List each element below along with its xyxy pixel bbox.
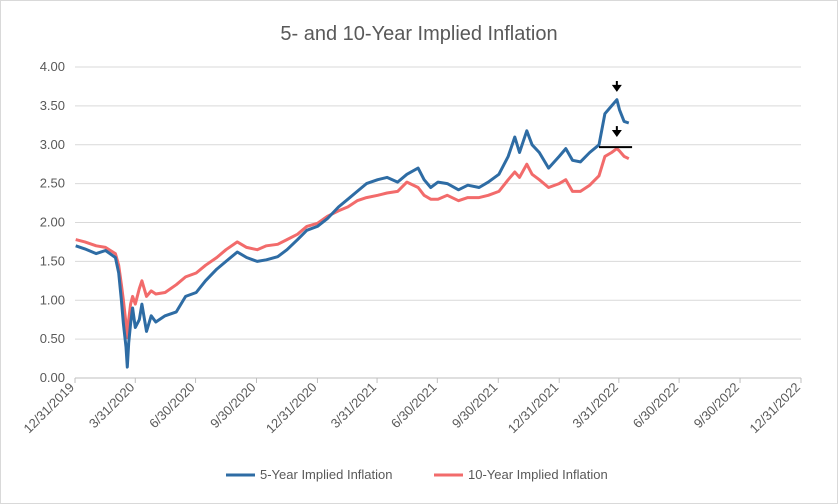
series-lines [75, 98, 630, 369]
y-tick-label: 1.50 [40, 253, 65, 268]
chart-title: 5- and 10-Year Implied Inflation [280, 23, 557, 45]
x-tick-label: 12/31/2019 [20, 380, 77, 437]
x-tick-label: 3/31/2020 [86, 380, 138, 432]
x-tick-label: 12/31/2022 [746, 380, 803, 437]
x-tick-label: 3/31/2022 [569, 380, 621, 432]
x-tick-label: 12/31/2020 [263, 380, 320, 437]
y-tick-label: 0.00 [40, 370, 65, 385]
y-tick-label: 1.00 [40, 292, 65, 307]
x-tick-label: 6/30/2022 [630, 380, 682, 432]
y-tick-label: 3.50 [40, 98, 65, 113]
legend-label-5-year: 5-Year Implied Inflation [260, 467, 393, 482]
y-tick-label: 2.00 [40, 215, 65, 230]
x-tick-label: 9/30/2022 [691, 380, 743, 432]
y-tick-label: 3.00 [40, 137, 65, 152]
x-tick-label: 9/30/2020 [207, 380, 259, 432]
y-axis-ticks: 0.00 0.50 1.00 1.50 2.00 2.50 3.00 3.50 4.00 [40, 59, 65, 385]
y-tick-label: 0.50 [40, 331, 65, 346]
x-tick-label: 6/30/2020 [146, 380, 198, 432]
annotation-arrow-head [611, 129, 622, 137]
y-tick-label: 2.50 [40, 176, 65, 191]
legend-label-10-year: 10-Year Implied Inflation [468, 467, 608, 482]
annotation-arrow-head [611, 84, 622, 92]
x-axis: 12/31/2019 3/31/2020 6/30/2020 9/30/2020 12/… [20, 377, 803, 437]
x-tick-label: 3/31/2021 [328, 380, 380, 432]
x-tick-label: 12/31/2021 [505, 380, 562, 437]
annotations [598, 80, 633, 149]
x-tick-label: 9/30/2021 [449, 380, 501, 432]
y-tick-label: 4.00 [40, 59, 65, 74]
series-line-5-year [75, 98, 630, 369]
series-line-10-year [75, 147, 630, 340]
x-tick-label: 6/30/2021 [388, 380, 440, 432]
legend: 5-Year Implied Inflation 10-Year Implied… [226, 467, 608, 482]
